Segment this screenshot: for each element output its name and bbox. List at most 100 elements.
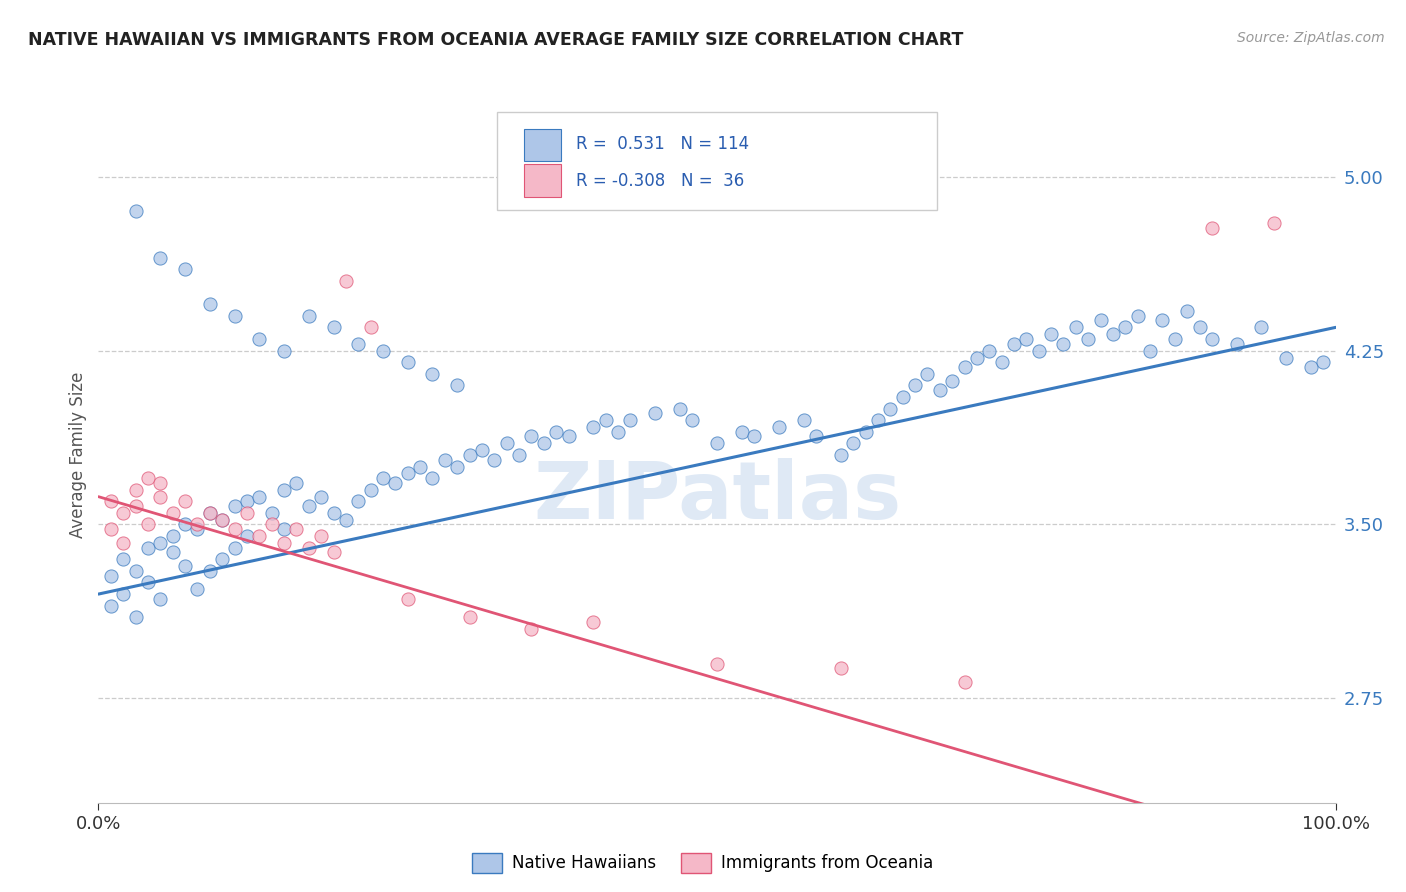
Point <box>793 413 815 427</box>
Point <box>619 413 641 427</box>
Point <box>422 367 444 381</box>
Point <box>224 522 246 536</box>
Point <box>124 564 146 578</box>
Point <box>495 436 517 450</box>
Point <box>953 359 976 374</box>
FancyBboxPatch shape <box>496 112 938 210</box>
Point <box>285 475 308 490</box>
Point <box>941 374 963 388</box>
Point <box>855 425 877 439</box>
Point <box>1188 320 1211 334</box>
Point <box>706 436 728 450</box>
Point <box>891 390 914 404</box>
Point <box>162 506 184 520</box>
Point <box>322 320 344 334</box>
Point <box>582 615 605 629</box>
Point <box>224 309 246 323</box>
Point <box>520 622 543 636</box>
Point <box>508 448 530 462</box>
Point <box>1201 220 1223 235</box>
Point <box>360 483 382 497</box>
Point <box>149 251 172 265</box>
Text: Source: ZipAtlas.com: Source: ZipAtlas.com <box>1237 31 1385 45</box>
Point <box>1250 320 1272 334</box>
Point <box>731 425 754 439</box>
Point <box>298 541 321 555</box>
Text: R =  0.531   N = 114: R = 0.531 N = 114 <box>576 135 749 153</box>
Point <box>186 522 208 536</box>
Point <box>112 552 135 566</box>
Point <box>396 467 419 481</box>
Point <box>211 513 233 527</box>
Point <box>1175 304 1198 318</box>
Point <box>396 591 419 606</box>
Legend: Native Hawaiians, Immigrants from Oceania: Native Hawaiians, Immigrants from Oceani… <box>465 847 941 880</box>
Point <box>309 490 332 504</box>
FancyBboxPatch shape <box>524 128 561 161</box>
Y-axis label: Average Family Size: Average Family Size <box>69 372 87 538</box>
Point <box>879 401 901 416</box>
FancyBboxPatch shape <box>524 164 561 197</box>
Point <box>136 541 159 555</box>
Point <box>1064 320 1087 334</box>
Point <box>273 536 295 550</box>
Point <box>273 483 295 497</box>
Point <box>371 471 394 485</box>
Point <box>1201 332 1223 346</box>
Point <box>966 351 988 365</box>
Point <box>1139 343 1161 358</box>
Point <box>260 517 283 532</box>
Point <box>174 559 197 574</box>
Text: R = -0.308   N =  36: R = -0.308 N = 36 <box>576 172 744 191</box>
Point <box>409 459 432 474</box>
Point <box>1028 343 1050 358</box>
Point <box>309 529 332 543</box>
Point <box>322 545 344 559</box>
Point <box>1275 351 1298 365</box>
Point <box>136 575 159 590</box>
Point <box>347 494 370 508</box>
Point <box>520 429 543 443</box>
Point <box>804 429 827 443</box>
Point <box>396 355 419 369</box>
Point <box>211 513 233 527</box>
Point <box>347 336 370 351</box>
Point <box>706 657 728 671</box>
Point <box>224 541 246 555</box>
Point <box>162 529 184 543</box>
Point <box>384 475 406 490</box>
Point <box>1002 336 1025 351</box>
Point <box>830 448 852 462</box>
Point <box>285 522 308 536</box>
Point <box>174 517 197 532</box>
Point <box>990 355 1012 369</box>
Point <box>198 506 221 520</box>
Point <box>124 483 146 497</box>
Point <box>458 610 481 624</box>
Point <box>273 522 295 536</box>
Point <box>928 383 950 397</box>
Point <box>917 367 939 381</box>
Point <box>198 564 221 578</box>
Point <box>1263 216 1285 230</box>
Point <box>866 413 889 427</box>
Text: NATIVE HAWAIIAN VS IMMIGRANTS FROM OCEANIA AVERAGE FAMILY SIZE CORRELATION CHART: NATIVE HAWAIIAN VS IMMIGRANTS FROM OCEAN… <box>28 31 963 49</box>
Point <box>322 506 344 520</box>
Point <box>446 378 468 392</box>
Point <box>904 378 927 392</box>
Point <box>236 529 259 543</box>
Point <box>124 610 146 624</box>
Point <box>669 401 692 416</box>
Point <box>149 490 172 504</box>
Point <box>247 490 270 504</box>
Point <box>371 343 394 358</box>
Point <box>1126 309 1149 323</box>
Point <box>1299 359 1322 374</box>
Point <box>953 675 976 690</box>
Point <box>1139 823 1161 838</box>
Point <box>247 529 270 543</box>
Point <box>198 506 221 520</box>
Point <box>533 436 555 450</box>
Point <box>484 452 506 467</box>
Point <box>236 506 259 520</box>
